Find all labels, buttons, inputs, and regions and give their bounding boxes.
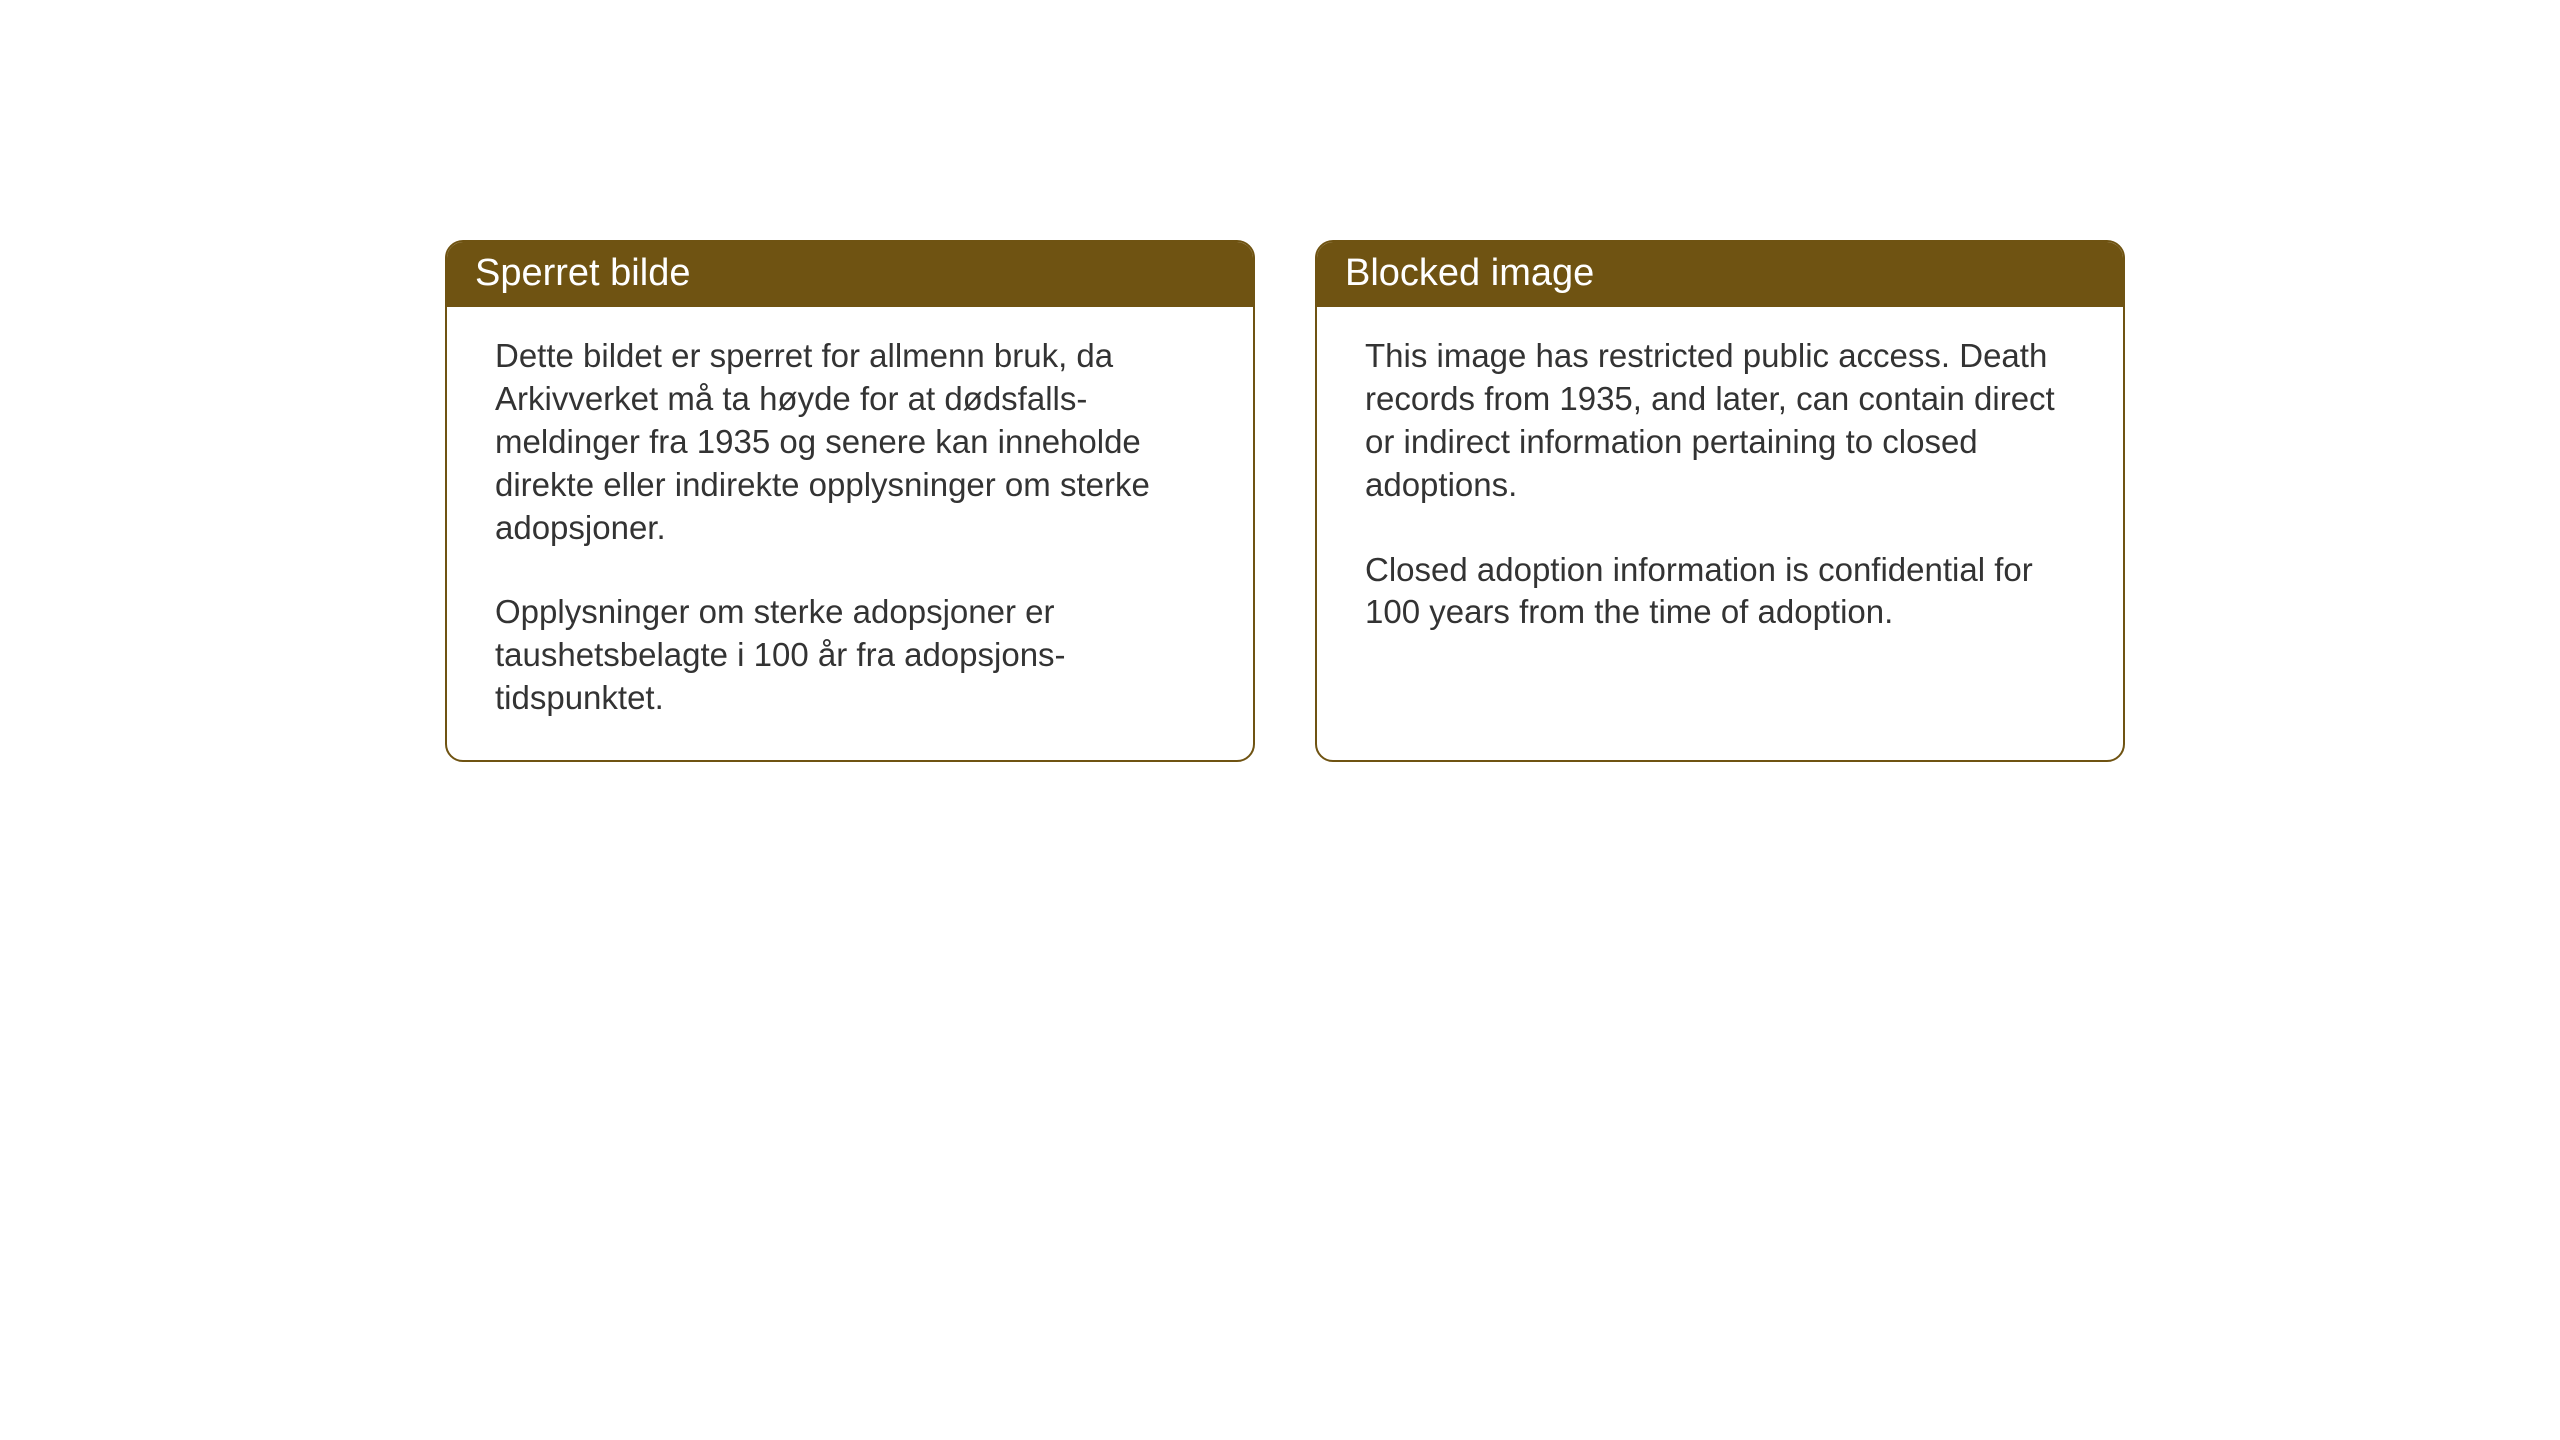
notice-para1-english: This image has restricted public access.… bbox=[1365, 335, 2081, 507]
notice-box-norwegian: Sperret bilde Dette bildet er sperret fo… bbox=[445, 240, 1255, 762]
notice-container: Sperret bilde Dette bildet er sperret fo… bbox=[445, 240, 2125, 762]
notice-para1-norwegian: Dette bildet er sperret for allmenn bruk… bbox=[495, 335, 1211, 549]
notice-para2-norwegian: Opplysninger om sterke adopsjoner er tau… bbox=[495, 591, 1211, 720]
notice-header-norwegian: Sperret bilde bbox=[447, 242, 1253, 307]
notice-para2-english: Closed adoption information is confident… bbox=[1365, 549, 2081, 635]
notice-box-english: Blocked image This image has restricted … bbox=[1315, 240, 2125, 762]
notice-header-english: Blocked image bbox=[1317, 242, 2123, 307]
notice-body-english: This image has restricted public access.… bbox=[1317, 307, 2123, 747]
notice-body-norwegian: Dette bildet er sperret for allmenn bruk… bbox=[447, 307, 1253, 760]
